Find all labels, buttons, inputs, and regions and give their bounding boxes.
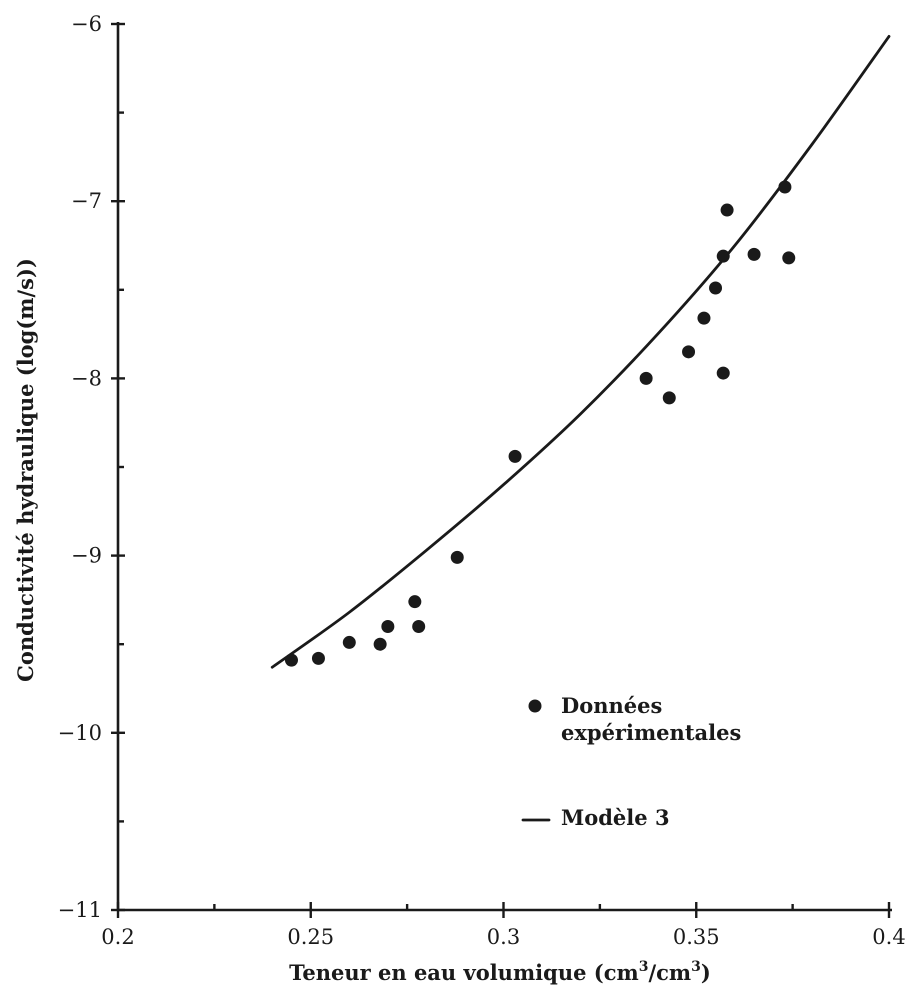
y-tick-label: −6 [71, 12, 102, 36]
x-tick-label: 0.3 [487, 925, 520, 949]
data-point [408, 595, 422, 609]
x-axis-title-part2: /cm [648, 960, 691, 985]
data-point [373, 637, 387, 651]
data-point [716, 249, 730, 263]
y-ticks: −11 −10 −9 −8 −7 −6 [58, 12, 125, 922]
x-tick-label: 0.25 [287, 925, 334, 949]
y-tick-label: −10 [58, 721, 102, 745]
data-point [709, 281, 723, 295]
x-axis-title-sup1: 3 [639, 959, 649, 975]
data-point [720, 203, 734, 217]
x-axis-title-sup2: 3 [691, 959, 701, 975]
data-point [662, 391, 676, 405]
y-tick-label: −9 [71, 544, 102, 568]
data-point [342, 635, 356, 649]
y-tick-label: −7 [71, 189, 102, 213]
data-point [381, 619, 395, 633]
data-point [412, 619, 426, 633]
x-tick-label: 0.35 [673, 925, 720, 949]
model-3-line [270, 35, 891, 669]
legend-point-marker [528, 699, 542, 713]
x-tick-label: 0.4 [872, 925, 905, 949]
data-point [782, 251, 796, 265]
legend-points-label-line1: Données [561, 693, 662, 718]
y-tick-label: −8 [71, 366, 102, 390]
y-axis-title: Conductivité hydraulique (log(m/s)) [13, 258, 38, 682]
y-tick-label: −11 [58, 898, 102, 922]
data-point [508, 449, 522, 463]
legend: Données expérimentales Modèle 3 [521, 693, 741, 830]
data-point [778, 180, 792, 194]
data-points [284, 180, 796, 667]
data-point [450, 550, 464, 564]
data-point [697, 311, 711, 325]
legend-points-label-line2: expérimentales [561, 720, 741, 745]
x-ticks: 0.2 0.25 0.3 0.35 0.4 [101, 902, 906, 949]
data-point [716, 366, 730, 380]
x-tick-label: 0.2 [101, 925, 134, 949]
data-point [682, 345, 696, 359]
x-axis-title-part1: Teneur en eau volumique (cm [289, 960, 639, 985]
axis-titles: Teneur en eau volumique (cm3/cm3) Conduc… [13, 258, 711, 985]
data-point [747, 247, 761, 261]
model-curve [270, 35, 891, 669]
data-point [311, 651, 325, 665]
x-axis-title-part3: ) [701, 960, 711, 985]
x-axis-title: Teneur en eau volumique (cm3/cm3) [289, 959, 711, 985]
axes [116, 22, 892, 912]
data-point [639, 371, 653, 385]
data-point [284, 653, 298, 667]
legend-line-label: Modèle 3 [561, 805, 670, 830]
